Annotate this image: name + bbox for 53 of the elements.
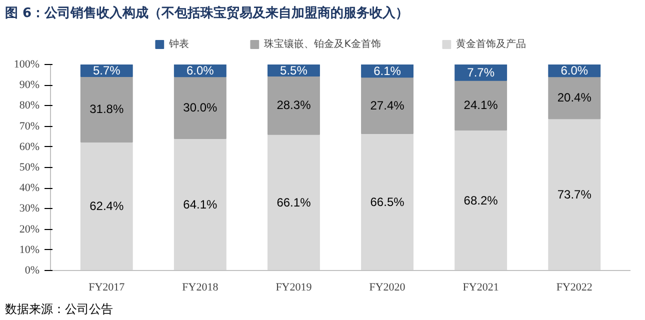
data-label: 66.1% — [276, 195, 312, 210]
bar — [548, 76, 601, 120]
data-label: 66.5% — [370, 195, 405, 210]
bar — [454, 130, 508, 270]
data-label: 6.0% — [560, 63, 588, 78]
data-label: 5.5% — [280, 63, 308, 78]
bar — [80, 76, 133, 142]
data-label: 28.3% — [276, 98, 312, 112]
bar — [80, 141, 133, 270]
data-label: 68.2% — [464, 193, 498, 208]
data-label: 6.0% — [186, 63, 214, 78]
y-tick-label: 30% — [19, 202, 40, 215]
bar — [454, 80, 508, 131]
y-tick-label: 40% — [19, 182, 40, 194]
y-tick-label: 20% — [19, 223, 40, 236]
data-label: 6.1% — [374, 64, 402, 78]
legend-label: 珠宝镶嵌、铂金及K金首饰 — [264, 38, 381, 51]
y-tick-label: 80% — [19, 100, 40, 112]
data-label: 27.4% — [370, 98, 405, 112]
data-label: 20.4% — [557, 90, 592, 105]
data-label: 64.1% — [183, 197, 218, 212]
x-tick-label: FY2021 — [462, 282, 499, 294]
legend-label: 钟表 — [169, 38, 190, 51]
source-note: 数据来源：公司公告 — [5, 301, 113, 318]
data-label: 30.0% — [183, 100, 218, 115]
x-tick-label: FY2017 — [88, 282, 126, 294]
data-label: 5.7% — [92, 64, 121, 78]
y-tick-label: 50% — [19, 162, 40, 174]
data-label: 24.1% — [464, 98, 498, 112]
y-tick-label: 70% — [19, 120, 40, 132]
bar — [268, 76, 320, 135]
x-tick-label: FY2018 — [182, 282, 219, 294]
x-tick-label: FY2022 — [556, 282, 592, 294]
bar — [454, 64, 508, 81]
data-label: 7.7% — [467, 65, 495, 80]
data-label: 73.7% — [557, 188, 592, 202]
legend-label: 黄金首饰及产品 — [456, 38, 526, 51]
y-tick-label: 90% — [19, 79, 40, 92]
chart-title: 图 6：公司销售收入构成（不包括珠宝贸易及来自加盟商的服务收入） — [5, 5, 409, 23]
y-tick-label: 60% — [19, 140, 40, 153]
bar — [174, 138, 226, 270]
y-tick-label: 100% — [14, 58, 40, 70]
bar — [361, 76, 414, 134]
y-tick-label: 0% — [24, 264, 40, 276]
x-tick-label: FY2019 — [276, 282, 312, 294]
data-label: 31.8% — [90, 102, 124, 116]
bar — [361, 133, 414, 270]
y-tick-label: 10% — [19, 244, 40, 256]
bar — [268, 134, 320, 270]
bar — [174, 76, 226, 139]
data-label: 62.4% — [90, 199, 124, 214]
bar — [548, 118, 601, 270]
x-tick-label: FY2020 — [369, 282, 406, 294]
